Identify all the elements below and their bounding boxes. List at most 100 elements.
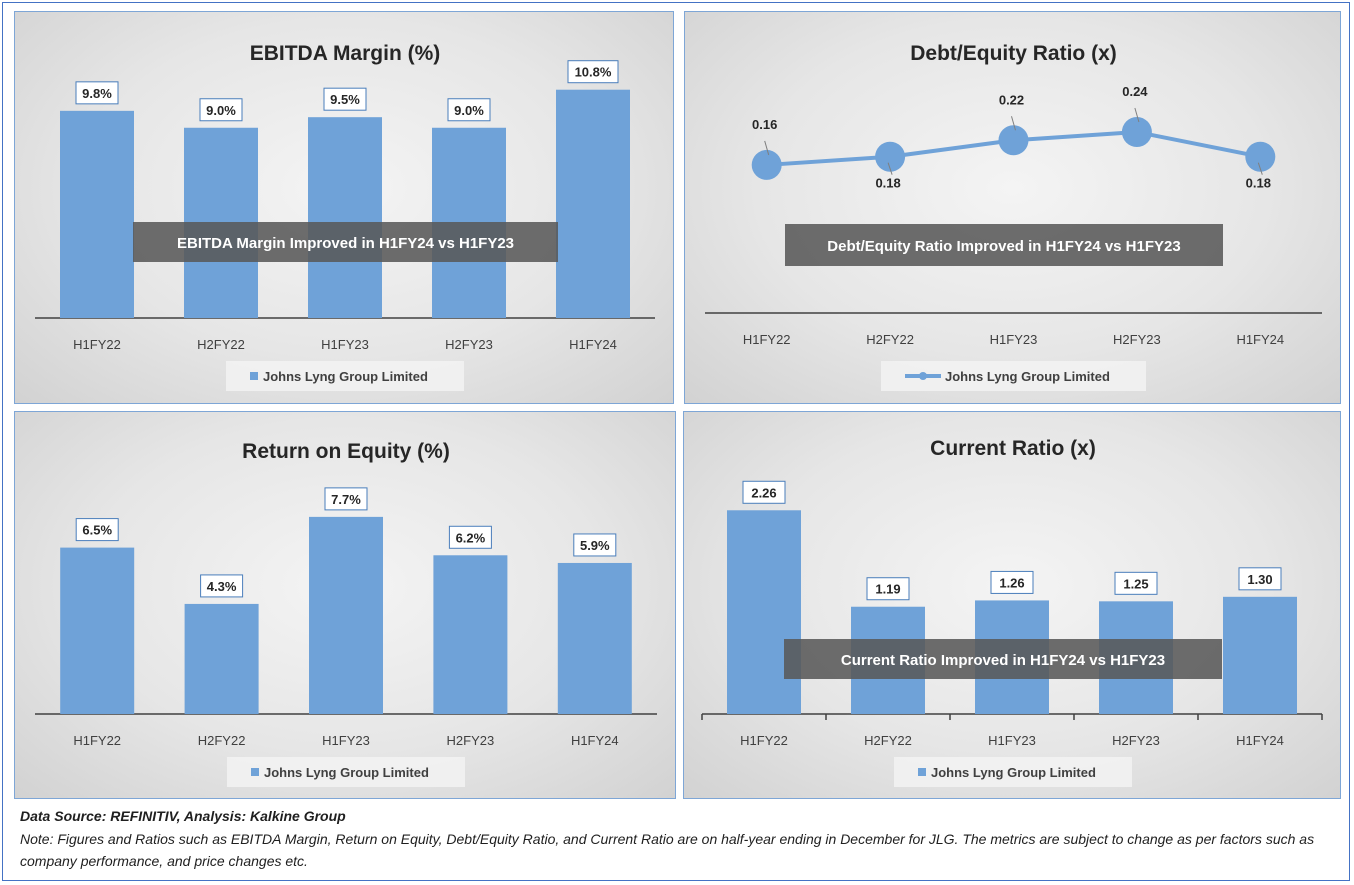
data-label-box — [573, 533, 617, 557]
legend-box — [227, 757, 465, 787]
annotation-text: Debt/Equity Ratio Improved in H1FY24 vs … — [827, 238, 1180, 255]
legend-box — [226, 361, 464, 391]
x-tick-label: H2FY23 — [445, 337, 493, 352]
data-label-box — [75, 81, 119, 105]
debt-equity-chart: Debt/Equity Ratio (x) 0.16 0.18 0.22 0.24 0.1… — [684, 11, 1341, 404]
data-label-box — [742, 480, 786, 504]
legend-swatch — [251, 768, 259, 776]
footnote: Note: Figures and Ratios such as EBITDA … — [20, 831, 1315, 869]
data-point — [1245, 141, 1276, 172]
data-label: 9.0% — [206, 103, 236, 118]
data-label-box — [866, 577, 910, 601]
data-label: 9.5% — [330, 92, 360, 107]
data-source: Data Source: REFINITIV, Analysis: Kalkin… — [20, 808, 346, 824]
bar — [557, 562, 632, 714]
data-label: 1.26 — [999, 575, 1024, 590]
legend-box — [894, 757, 1132, 787]
ebitda-margin-chart: EBITDA Margin (%) 9.8% 9.0% 9.5% 9.0% 10.8% H1… — [14, 11, 674, 404]
legend-marker-swatch — [919, 372, 927, 380]
x-tick-label: H2FY23 — [1113, 332, 1161, 347]
data-label-box — [323, 87, 367, 111]
data-label-box — [324, 487, 368, 511]
legend-label: Johns Lyng Group Limited — [264, 765, 429, 780]
x-tick-label: H2FY22 — [197, 337, 245, 352]
leader-line — [764, 140, 770, 156]
chart-title: Return on Equity (%) — [242, 440, 450, 463]
chart-title: Debt/Equity Ratio (x) — [910, 42, 1117, 65]
data-label: 6.5% — [82, 523, 112, 538]
bar — [60, 110, 134, 319]
data-label: 9.8% — [82, 86, 112, 101]
current-ratio-chart: Current Ratio (x) 2.26 1.19 1.26 1.25 1.30 H1F… — [683, 411, 1341, 799]
x-tick-label: H1FY22 — [73, 337, 121, 352]
bar — [308, 117, 382, 319]
return-on-equity-chart: Return on Equity (%) 6.5% 4.3% 7.7% 6.2% 5.9%… — [14, 411, 676, 799]
annotation-text: Current Ratio Improved in H1FY24 vs H1FY… — [841, 652, 1165, 669]
data-label-box — [199, 98, 243, 122]
data-label-box — [567, 60, 619, 84]
legend-label: Johns Lyng Group Limited — [263, 369, 428, 384]
x-tick-label: H1FY24 — [571, 733, 619, 748]
bar — [60, 547, 135, 714]
data-label: 1.19 — [875, 582, 900, 597]
data-label: 7.7% — [331, 492, 361, 507]
leader-line — [1257, 162, 1263, 175]
legend-label: Johns Lyng Group Limited — [931, 765, 1096, 780]
data-label: 9.0% — [454, 103, 484, 118]
data-label-box — [75, 518, 119, 542]
data-point — [1121, 117, 1152, 148]
x-tick-label: H2FY22 — [866, 332, 914, 347]
data-point — [875, 141, 906, 172]
x-tick-label: H2FY22 — [864, 733, 912, 748]
x-tick-label: H1FY23 — [988, 733, 1036, 748]
bar — [309, 516, 383, 714]
data-label: 4.3% — [207, 579, 237, 594]
data-label: 2.26 — [751, 485, 776, 500]
data-label-box — [990, 570, 1034, 594]
data-point — [998, 125, 1029, 156]
leader-line — [887, 162, 893, 175]
bar — [556, 89, 630, 319]
chart-title: Current Ratio (x) — [930, 437, 1096, 460]
x-tick-label: H1FY24 — [1236, 733, 1284, 748]
annotation-box — [784, 639, 1222, 679]
leader-line — [1134, 107, 1140, 123]
chart-svg: Debt/Equity Ratio (x) 0.16 0.18 0.22 0.24 0.1… — [705, 42, 1322, 391]
x-tick-label: H1FY23 — [321, 337, 369, 352]
data-label: 0.22 — [999, 92, 1024, 107]
data-label-box — [1238, 567, 1282, 591]
x-tick-label: H1FY23 — [990, 332, 1038, 347]
x-tick-label: H1FY22 — [740, 733, 788, 748]
data-label: 10.8% — [575, 65, 612, 80]
chart-svg: Current Ratio (x) 2.26 1.19 1.26 1.25 1.30 H1F… — [701, 437, 1323, 787]
annotation-box — [785, 224, 1223, 266]
annotation-box — [133, 222, 558, 262]
data-label-box — [1114, 571, 1158, 595]
legend-swatch — [250, 372, 258, 380]
x-tick-label: H2FY23 — [447, 733, 495, 748]
footer: Data Source: REFINITIV, Analysis: Kalkin… — [20, 806, 1330, 872]
data-label: 6.2% — [456, 530, 486, 545]
data-label: 0.24 — [1122, 84, 1148, 99]
chart-title: EBITDA Margin (%) — [250, 42, 441, 65]
leader-line — [1011, 116, 1016, 131]
x-tick-label: H2FY23 — [1112, 733, 1160, 748]
x-tick-label: H1FY22 — [73, 733, 121, 748]
data-label-box — [448, 525, 492, 549]
data-label-box — [447, 98, 491, 122]
data-label: 0.16 — [752, 117, 777, 132]
data-label: 0.18 — [875, 176, 900, 191]
data-label-box — [200, 574, 244, 598]
data-label: 1.30 — [1247, 572, 1272, 587]
bar — [184, 603, 259, 714]
x-tick-label: H1FY24 — [1236, 332, 1284, 347]
x-tick-label: H1FY24 — [569, 337, 617, 352]
x-tick-label: H1FY23 — [322, 733, 370, 748]
x-tick-label: H1FY22 — [743, 332, 791, 347]
bar — [433, 555, 508, 714]
data-label: 1.25 — [1123, 576, 1148, 591]
annotation-text: EBITDA Margin Improved in H1FY24 vs H1FY… — [177, 235, 514, 252]
x-tick-label: H2FY22 — [198, 733, 246, 748]
data-point — [751, 149, 782, 180]
